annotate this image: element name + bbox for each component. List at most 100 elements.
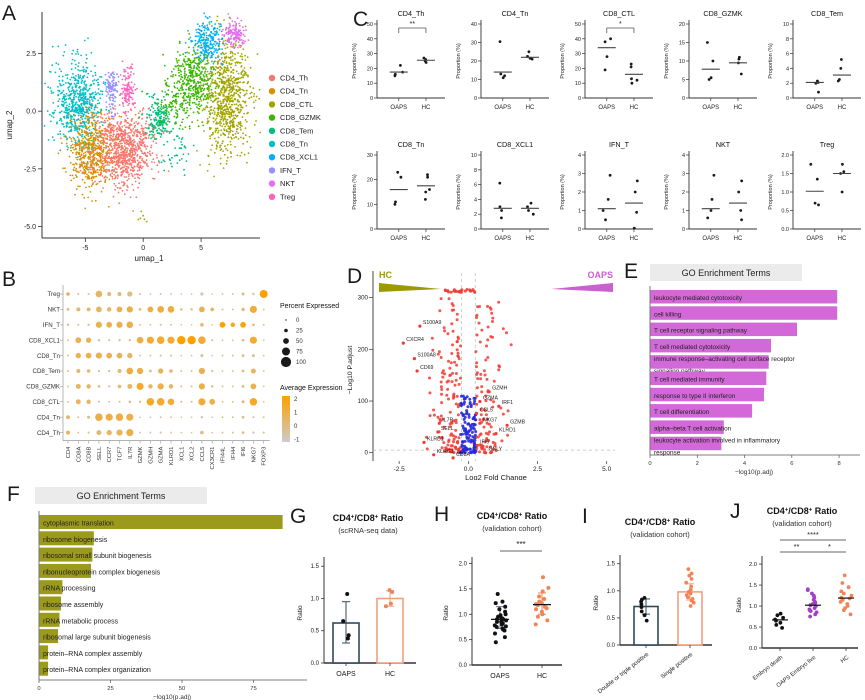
svg-text:-1: -1 xyxy=(294,438,300,444)
svg-text:1: 1 xyxy=(682,209,685,215)
panel-a: A 2.5 0.0 -2.5 -5.0 -5 0 5 umap_1 umap_2 CD4_Th CD… xyxy=(0,2,345,268)
ratio-outcome-chart: CD4+/CD8+ Ratio(validation cohort)0.00.5… xyxy=(736,506,858,689)
svg-text:NKT: NKT xyxy=(716,140,731,149)
svg-text:2.0: 2.0 xyxy=(781,153,789,159)
svg-text:8: 8 xyxy=(786,37,789,43)
svg-text:4: 4 xyxy=(682,153,685,159)
svg-text:HC: HC xyxy=(734,236,743,242)
svg-text:Proportion (%): Proportion (%) xyxy=(456,174,462,210)
svg-text:Proportion (%): Proportion (%) xyxy=(352,174,358,210)
svg-text:HC: HC xyxy=(422,236,431,242)
svg-text:10: 10 xyxy=(471,153,477,159)
panel-d: D -2.5 0.0 2.5 5.0 0 100 200 300 Log2 Fold Chang… xyxy=(345,265,622,482)
svg-text:4: 4 xyxy=(474,197,477,203)
svg-text:OAPS: OAPS xyxy=(494,105,511,111)
svg-text:OAPS: OAPS xyxy=(702,236,719,242)
svg-text:30: 30 xyxy=(575,52,581,58)
panel-a-label: A xyxy=(2,2,17,25)
svg-text:HC: HC xyxy=(630,105,639,111)
svg-text:2: 2 xyxy=(786,81,789,87)
svg-text:CD8A: CD8A xyxy=(76,446,82,462)
svg-text:2.5: 2.5 xyxy=(26,51,36,58)
svg-text:OAPS: OAPS xyxy=(806,105,823,111)
svg-text:-5: -5 xyxy=(82,245,88,252)
svg-text:XCL1: XCL1 xyxy=(179,447,185,462)
svg-text:NKT: NKT xyxy=(48,307,61,314)
svg-text:50: 50 xyxy=(575,22,581,28)
svg-text:30: 30 xyxy=(367,153,373,159)
svg-text:Average Expression: Average Expression xyxy=(280,385,343,392)
svg-text:2.5: 2.5 xyxy=(533,466,542,473)
svg-text:3: 3 xyxy=(682,172,685,178)
svg-text:GZMK: GZMK xyxy=(138,446,144,463)
svg-text:CD8_Tn: CD8_Tn xyxy=(37,353,61,360)
svg-text:umap_2: umap_2 xyxy=(5,110,14,139)
svg-text:CD4_Th: CD4_Th xyxy=(280,74,308,83)
svg-text:CD8_XCL1: CD8_XCL1 xyxy=(280,153,318,162)
panel-d-label: D xyxy=(347,265,363,288)
svg-text:GZMA: GZMA xyxy=(159,446,165,463)
svg-text:0: 0 xyxy=(682,96,685,102)
go-up-chart: GO Enrichment Terms leukocyte mediated cy… xyxy=(622,260,865,485)
svg-text:75: 75 xyxy=(296,350,303,356)
svg-text:IFN_T: IFN_T xyxy=(43,322,60,329)
svg-text:CD8_GZMK: CD8_GZMK xyxy=(703,9,742,18)
svg-text:Proportion (%): Proportion (%) xyxy=(560,174,566,210)
svg-text:KLRD1: KLRD1 xyxy=(169,447,175,466)
svg-text:5: 5 xyxy=(199,245,203,252)
ratio-antibody-chart: CD4+/CD8+ Ratio(validation cohort)0.00.5… xyxy=(593,517,712,695)
svg-text:CD8_Tn: CD8_Tn xyxy=(280,140,308,149)
svg-text:4: 4 xyxy=(578,153,581,159)
panel-j: J CD4+/CD8+ Ratio (validation cohort) 0.0 0… xyxy=(728,500,865,700)
svg-text:CD8_Tem: CD8_Tem xyxy=(32,368,60,375)
ratio-bar-chart: CD4+/CD8+ Ratio(scRNA-seq data)0.00.51.0… xyxy=(297,513,416,678)
svg-text:50: 50 xyxy=(367,22,373,28)
svg-text:Log2 Fold Change: Log2 Fold Change xyxy=(465,473,527,480)
svg-text:OAPS: OAPS xyxy=(702,105,719,111)
svg-text:CD8_XCL1: CD8_XCL1 xyxy=(497,140,533,149)
svg-text:0: 0 xyxy=(786,96,789,102)
svg-text:umap_1: umap_1 xyxy=(135,254,164,263)
panel-h: H CD4+/CD8+ Ratio (validation cohort) 0.0 0… xyxy=(432,503,577,700)
svg-text:Proportion (%): Proportion (%) xyxy=(664,174,670,210)
svg-text:CD8B: CD8B xyxy=(87,446,93,462)
svg-text:0: 0 xyxy=(294,424,298,430)
svg-text:OAPS: OAPS xyxy=(390,236,407,242)
svg-text:1: 1 xyxy=(294,411,298,417)
svg-text:NKT: NKT xyxy=(280,179,295,188)
svg-text:40: 40 xyxy=(367,37,373,43)
svg-text:Proportion (%): Proportion (%) xyxy=(768,43,774,79)
umap-chart: 2.5 0.0 -2.5 -5.0 -5 0 5 umap_1 umap_2 CD4_Th CD4_… xyxy=(0,2,345,271)
svg-text:CD8_GZMK: CD8_GZMK xyxy=(26,384,61,391)
svg-text:OAPS: OAPS xyxy=(598,105,615,111)
svg-text:CD4_Tn: CD4_Tn xyxy=(37,414,61,421)
panel-g-label: G xyxy=(290,505,307,528)
svg-text:20: 20 xyxy=(367,178,373,184)
svg-text:CX3CR1: CX3CR1 xyxy=(210,447,216,470)
svg-text:0: 0 xyxy=(296,318,300,324)
svg-text:XCL2: XCL2 xyxy=(190,447,196,462)
svg-text:0: 0 xyxy=(474,96,477,102)
svg-text:CD8_CTL: CD8_CTL xyxy=(603,9,635,18)
svg-text:HC: HC xyxy=(422,105,431,111)
svg-text:100: 100 xyxy=(296,360,307,366)
svg-text:0: 0 xyxy=(474,227,477,233)
svg-text:5: 5 xyxy=(682,78,685,84)
svg-text:HC: HC xyxy=(526,236,535,242)
svg-text:40: 40 xyxy=(471,22,477,28)
svg-text:CD8_GZMK: CD8_GZMK xyxy=(280,113,321,122)
svg-text:CD4_Tn: CD4_Tn xyxy=(502,9,529,18)
panel-f: F GO Enrichment Terms cytoplasmic transla… xyxy=(5,483,325,700)
svg-text:IFI44L: IFI44L xyxy=(221,446,227,463)
svg-text:HC: HC xyxy=(734,105,743,111)
svg-text:0: 0 xyxy=(370,96,373,102)
panel-i-label: I xyxy=(582,505,588,528)
svg-text:Treg: Treg xyxy=(48,291,61,298)
svg-text:30: 30 xyxy=(367,52,373,58)
svg-text:HC: HC xyxy=(838,236,847,242)
svg-text:IL7R: IL7R xyxy=(128,447,134,459)
svg-text:20: 20 xyxy=(471,59,477,65)
